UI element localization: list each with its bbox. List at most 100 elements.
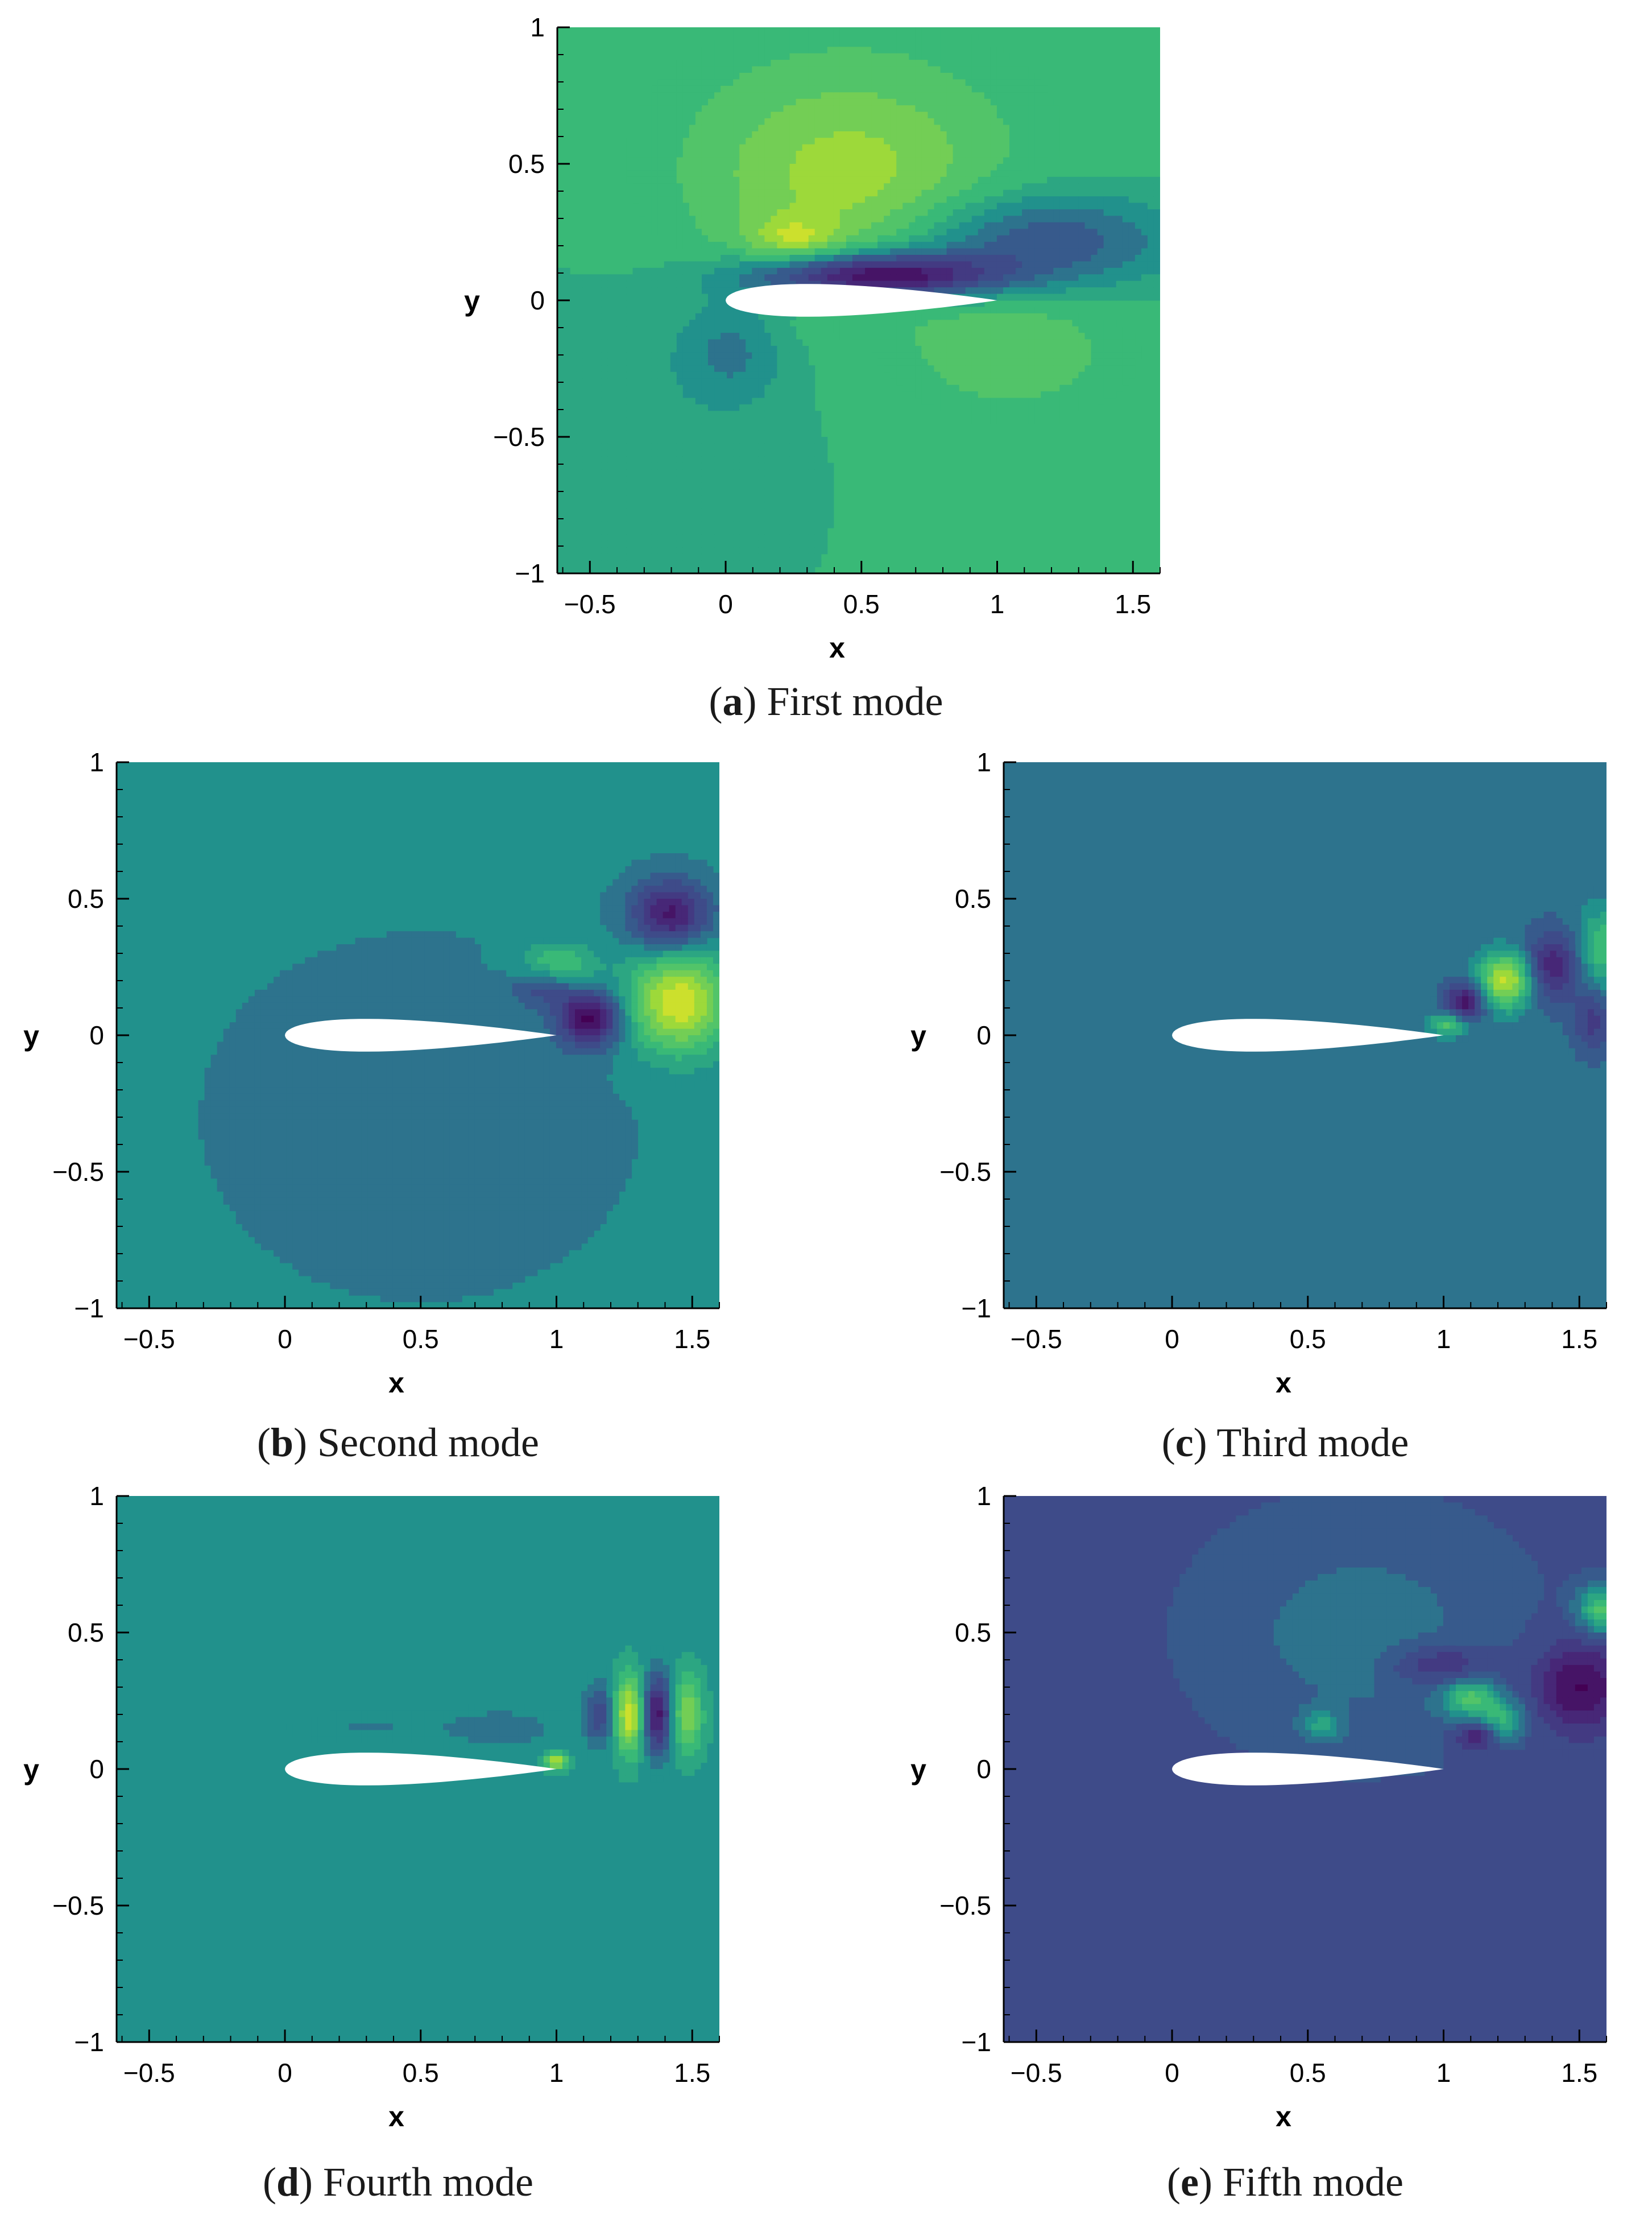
contour-cell: [576, 567, 583, 573]
contour-cell: [682, 502, 690, 509]
contour-cell: [965, 176, 972, 184]
contour-cell: [758, 222, 765, 229]
contour-cell: [701, 131, 709, 138]
contour-cell: [928, 66, 935, 73]
contour-cell: [626, 398, 634, 405]
contour-cell: [557, 267, 564, 275]
contour-cell: [859, 235, 866, 242]
contour-cell: [758, 462, 765, 470]
contour-cell: [739, 320, 746, 327]
contour-cell: [682, 371, 690, 379]
contour-cell: [651, 196, 659, 204]
contour-cell: [632, 437, 640, 444]
contour-cell: [984, 40, 991, 47]
contour-cell: [733, 274, 740, 282]
contour-cell: [802, 98, 809, 106]
contour-cell: [651, 125, 659, 132]
contour-cell: [990, 66, 997, 73]
contour-cell: [689, 346, 696, 353]
contour-cell: [570, 495, 577, 502]
contour-cell: [996, 255, 1004, 262]
contour-cell: [595, 547, 602, 555]
contour-cell: [1016, 98, 1022, 106]
contour-cell: [764, 131, 772, 138]
contour-cell: [689, 560, 696, 568]
contour-cell: [940, 398, 947, 405]
contour-cell: [833, 98, 841, 106]
contour-cell: [871, 60, 878, 67]
contour-cell: [789, 358, 797, 366]
contour-cell: [877, 79, 884, 86]
contour-cell: [657, 300, 665, 308]
contour-cell: [871, 34, 878, 41]
contour-cell: [771, 209, 778, 217]
contour-cell: [896, 79, 903, 86]
contour-cell: [865, 248, 872, 255]
contour-cell: [971, 60, 979, 67]
contour-cell: [557, 462, 564, 470]
contour-cell: [746, 515, 752, 522]
contour-cell: [682, 495, 690, 502]
contour-cell: [1003, 326, 1010, 333]
contour-cell: [978, 151, 985, 158]
contour-cell: [752, 358, 759, 366]
contour-cell: [651, 365, 659, 373]
contour-cell: [564, 469, 570, 477]
contour-cell: [645, 391, 652, 399]
contour-cell: [959, 365, 966, 373]
contour-cell: [921, 333, 929, 340]
contour-cell: [814, 489, 822, 496]
contour-cell: [557, 411, 564, 418]
contour-cell: [859, 176, 866, 184]
contour-cell: [833, 189, 841, 197]
contour-cell: [771, 476, 778, 483]
contour-cell: [953, 339, 960, 346]
contour-cell: [727, 287, 734, 295]
contour-cell: [1034, 138, 1041, 145]
contour-cell: [915, 352, 922, 359]
contour-cell: [859, 229, 866, 236]
contour-cell: [589, 449, 595, 457]
contour-cell: [846, 157, 853, 164]
contour-cell: [1066, 313, 1073, 320]
contour-cell: [582, 469, 589, 477]
contour-cell: [670, 157, 677, 164]
contour-cell: [771, 40, 778, 47]
contour-cell: [626, 170, 634, 177]
contour-cell: [632, 320, 640, 327]
contour-cell: [984, 391, 991, 399]
contour-cell: [783, 79, 790, 86]
contour-cell: [821, 449, 828, 457]
contour-cell: [721, 528, 727, 535]
contour-cell: [871, 339, 878, 346]
contour-cell: [639, 560, 646, 568]
contour-cell: [1016, 371, 1022, 379]
contour-cell: [789, 255, 797, 262]
contour-cell: [971, 404, 979, 411]
contour-cell: [940, 235, 947, 242]
contour-cell: [651, 560, 659, 568]
contour-cell: [727, 320, 734, 327]
contour-cell: [727, 202, 734, 210]
contour-cell: [708, 209, 715, 217]
contour-cell: [1047, 294, 1054, 301]
contour-cell: [796, 189, 803, 197]
contour-cell: [777, 138, 784, 145]
contour-cell: [733, 508, 740, 515]
contour-cell: [595, 333, 602, 340]
contour-cell: [739, 267, 746, 275]
contour-cell: [946, 105, 954, 113]
contour-cell: [695, 164, 702, 171]
contour-cell: [984, 274, 991, 282]
contour-cell: [777, 164, 784, 171]
contour-cell: [827, 125, 834, 132]
contour-cell: [996, 320, 1004, 327]
contour-cell: [682, 300, 690, 308]
contour-cell: [940, 358, 947, 366]
contour-cell: [595, 287, 602, 295]
contour-cell: [564, 443, 570, 451]
contour-cell: [727, 339, 734, 346]
contour-cell: [1016, 320, 1022, 327]
contour-cell: [890, 138, 897, 145]
contour-cell: [789, 209, 797, 217]
